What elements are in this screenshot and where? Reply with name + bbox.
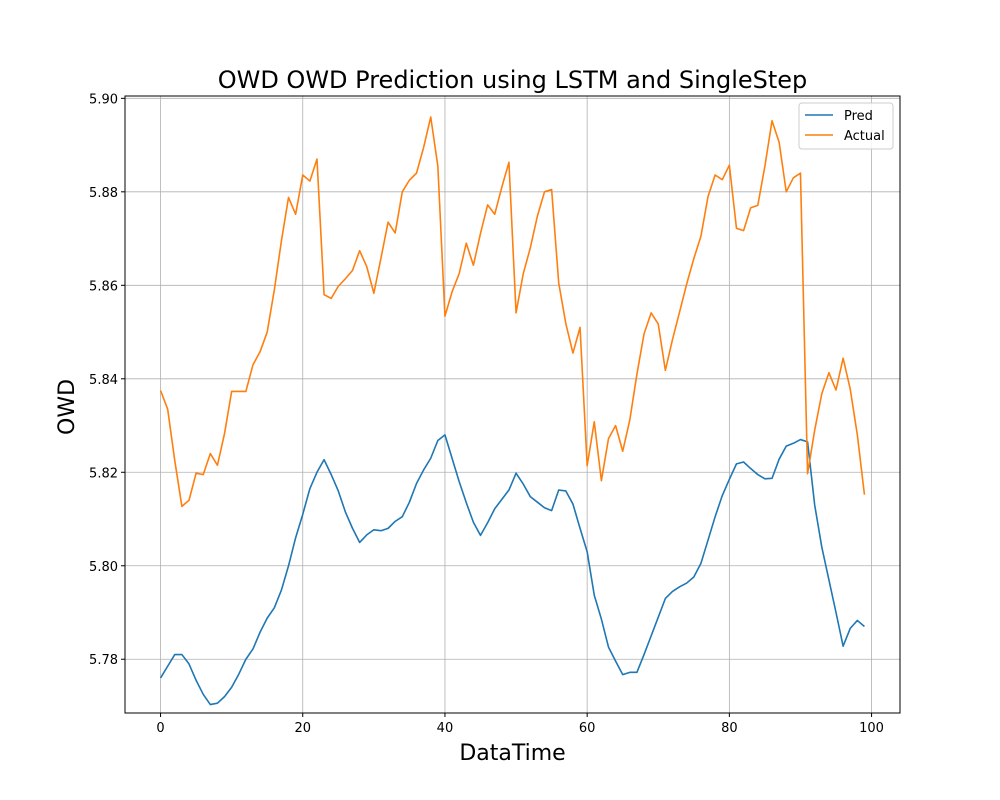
y-axis-label: OWD — [55, 379, 80, 435]
series-line-pred — [159, 434, 865, 706]
x-tick-label: 60 — [579, 721, 596, 736]
chart-title: OWD OWD Prediction using LSTM and Single… — [218, 66, 808, 94]
x-tick-label: 40 — [437, 721, 454, 736]
x-tick-label: 20 — [294, 721, 311, 736]
plot-frame — [124, 95, 901, 714]
y-tick-label: 5.86 — [89, 279, 118, 294]
axis-ticks: 0 20 40 60 80 100 5.78 5.80 5.82 5.84 5.86 5.88 5.90 — [89, 92, 884, 736]
x-axis-label: DataTime — [459, 741, 565, 766]
legend: Pred Actual — [798, 102, 894, 150]
series-layer — [159, 116, 866, 706]
series-line-actual — [159, 116, 866, 508]
y-tick-label: 5.88 — [89, 186, 118, 201]
y-tick-label: 5.82 — [89, 466, 118, 481]
y-tick-label: 5.84 — [89, 373, 118, 388]
x-tick-label: 100 — [859, 721, 884, 736]
y-tick-label: 5.90 — [89, 92, 118, 107]
y-tick-label: 5.80 — [89, 560, 118, 575]
legend-label-pred: Pred — [844, 109, 873, 124]
x-tick-label: 80 — [721, 721, 738, 736]
legend-label-actual: Actual — [844, 129, 885, 144]
y-tick-label: 5.78 — [89, 653, 118, 668]
x-tick-label: 0 — [156, 721, 164, 736]
grid-lines — [125, 96, 900, 713]
